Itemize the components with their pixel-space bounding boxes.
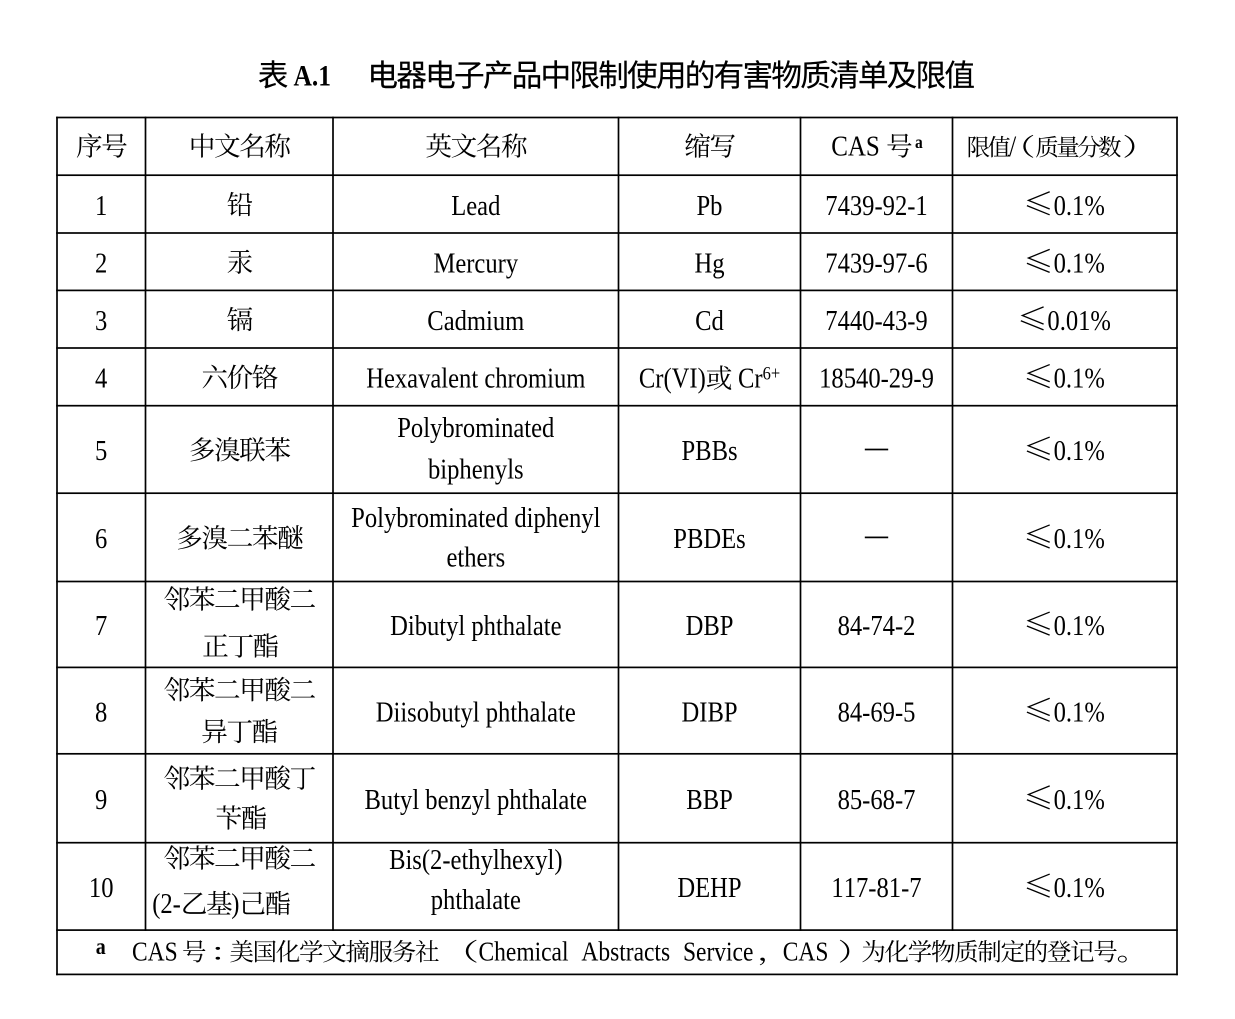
svg-text:(2-: (2- xyxy=(152,887,181,919)
svg-text:Diisobutyl phthalate: Diisobutyl phthalate xyxy=(376,696,576,728)
svg-text:84-69-5: 84-69-5 xyxy=(838,696,916,728)
svg-text:biphenyls: biphenyls xyxy=(428,453,524,485)
svg-text:Lead: Lead xyxy=(451,189,500,221)
svg-text:0.01%: 0.01% xyxy=(1047,304,1111,336)
svg-text:CAS: CAS xyxy=(132,936,178,967)
svg-text:Cadmium: Cadmium xyxy=(427,304,524,336)
svg-text:a: a xyxy=(915,132,923,152)
svg-text:phthalate: phthalate xyxy=(431,884,521,916)
svg-text:0.1%: 0.1% xyxy=(1054,610,1105,642)
svg-text:0.1%: 0.1% xyxy=(1054,783,1105,815)
svg-text:4: 4 xyxy=(95,362,107,394)
svg-text:0.1%: 0.1% xyxy=(1054,872,1105,904)
svg-text:Mercury: Mercury xyxy=(433,247,518,279)
svg-text:DEHP: DEHP xyxy=(677,872,741,904)
svg-text:Bis(2-ethylhexyl): Bis(2-ethylhexyl) xyxy=(389,844,562,876)
svg-text:6: 6 xyxy=(95,522,107,554)
svg-text:Polybrominated: Polybrominated xyxy=(397,411,554,443)
svg-text:0.1%: 0.1% xyxy=(1054,522,1105,554)
svg-text:Butyl benzyl phthalate: Butyl benzyl phthalate xyxy=(365,783,588,815)
svg-text:Pb: Pb xyxy=(697,189,723,221)
svg-text:7439-97-6: 7439-97-6 xyxy=(825,247,927,279)
svg-text:Cd: Cd xyxy=(695,304,724,336)
svg-text:117-81-7: 117-81-7 xyxy=(831,872,921,904)
svg-text:0.1%: 0.1% xyxy=(1054,189,1105,221)
svg-text:5: 5 xyxy=(95,435,107,467)
svg-text:A.1: A.1 xyxy=(294,59,332,92)
svg-text:7: 7 xyxy=(95,610,107,642)
svg-text:DIBP: DIBP xyxy=(682,696,738,728)
svg-text:Cr(VI): Cr(VI) xyxy=(639,362,706,394)
svg-text:84-74-2: 84-74-2 xyxy=(838,610,916,642)
svg-text:0.1%: 0.1% xyxy=(1054,435,1105,467)
svg-text:Chemical Abstracts Service: Chemical Abstracts Service xyxy=(479,936,754,967)
svg-text:Cr: Cr xyxy=(738,362,763,394)
svg-text:ethers: ethers xyxy=(446,541,505,573)
svg-text:Dibutyl phthalate: Dibutyl phthalate xyxy=(390,610,561,642)
svg-text:10: 10 xyxy=(89,872,114,904)
svg-text:CAS: CAS xyxy=(831,130,880,162)
svg-text:7439-92-1: 7439-92-1 xyxy=(825,189,927,221)
svg-text:a: a xyxy=(96,933,106,959)
svg-text:Hg: Hg xyxy=(695,247,725,279)
svg-text:6+: 6+ xyxy=(763,362,781,383)
svg-text:BBP: BBP xyxy=(686,783,732,815)
svg-text:): ) xyxy=(231,887,239,919)
svg-text:Polybrominated diphenyl: Polybrominated diphenyl xyxy=(351,501,600,533)
svg-text:/: / xyxy=(1009,130,1016,162)
svg-text:0.1%: 0.1% xyxy=(1054,696,1105,728)
svg-text:18540-29-9: 18540-29-9 xyxy=(819,362,934,394)
svg-text:3: 3 xyxy=(95,304,107,336)
svg-text:DBP: DBP xyxy=(686,610,734,642)
svg-text:7440-43-9: 7440-43-9 xyxy=(825,304,927,336)
svg-text:Hexavalent chromium: Hexavalent chromium xyxy=(366,362,585,394)
svg-text:9: 9 xyxy=(95,783,107,815)
svg-text:0.1%: 0.1% xyxy=(1054,247,1105,279)
svg-text:8: 8 xyxy=(95,696,107,728)
svg-text:PBDEs: PBDEs xyxy=(673,522,745,554)
svg-text:85-68-7: 85-68-7 xyxy=(838,783,916,815)
svg-text:PBBs: PBBs xyxy=(682,435,738,467)
svg-text:2: 2 xyxy=(95,247,107,279)
svg-text:CAS: CAS xyxy=(783,936,829,967)
svg-text:0.1%: 0.1% xyxy=(1054,362,1105,394)
svg-text:1: 1 xyxy=(95,189,107,221)
